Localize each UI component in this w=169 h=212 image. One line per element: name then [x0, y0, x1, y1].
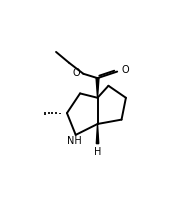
Text: H: H	[94, 147, 101, 157]
Text: NH: NH	[67, 137, 81, 146]
Polygon shape	[96, 78, 99, 98]
Text: O: O	[122, 66, 129, 75]
Text: O: O	[73, 68, 81, 78]
Polygon shape	[96, 124, 99, 144]
